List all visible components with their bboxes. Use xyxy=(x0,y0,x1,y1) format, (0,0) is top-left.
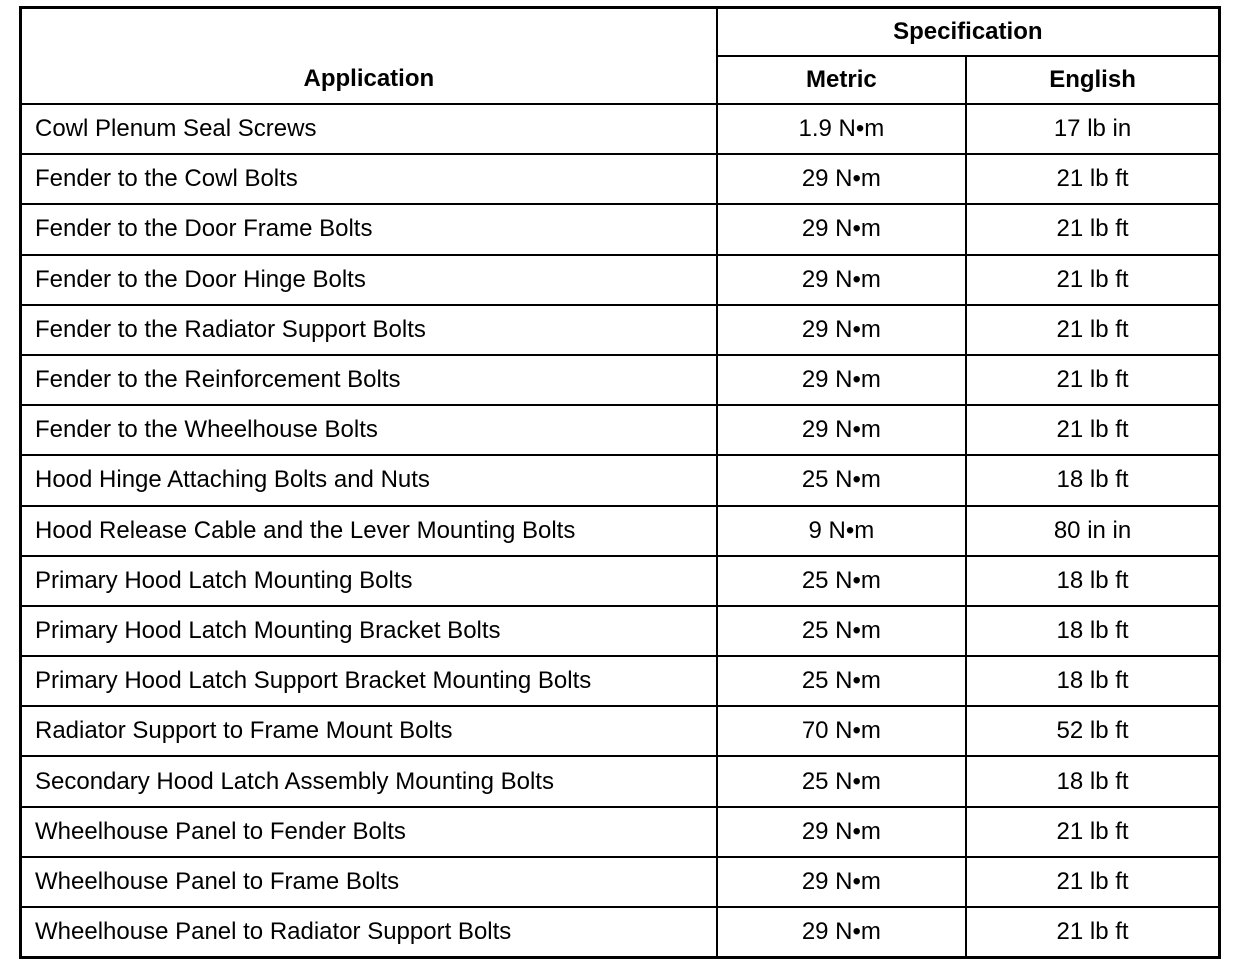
application-cell: Wheelhouse Panel to Frame Bolts xyxy=(19,855,718,909)
application-cell: Fender to the Radiator Support Bolts xyxy=(19,303,718,356)
table-row: Primary Hood Latch Mounting Bolts 25 N•m 1… xyxy=(19,554,1221,607)
table-row: Fender to the Radiator Support Bolts 29 N… xyxy=(19,303,1221,356)
english-cell: 18 lb ft xyxy=(965,655,1221,708)
table-row: Wheelhouse Panel to Frame Bolts 29 N•m 21 … xyxy=(19,855,1221,909)
english-cell: 17 lb in xyxy=(965,102,1221,156)
application-cell: Secondary Hood Latch Assembly Mounting B… xyxy=(19,755,718,808)
application-cell: Fender to the Reinforcement Bolts xyxy=(19,353,718,407)
application-cell: Primary Hood Latch Mounting Bolts xyxy=(19,554,718,607)
application-cell: Wheelhouse Panel to Fender Bolts xyxy=(19,805,718,858)
english-cell: 80 in in xyxy=(965,504,1221,557)
english-cell: 18 lb ft xyxy=(965,554,1221,607)
application-cell: Cowl Plenum Seal Screws xyxy=(19,102,718,156)
metric-cell: 29 N•m xyxy=(715,303,968,356)
english-cell: 18 lb ft xyxy=(965,755,1221,808)
application-cell: Wheelhouse Panel to Radiator Support Bol… xyxy=(19,906,718,959)
metric-cell: 29 N•m xyxy=(715,906,968,959)
table-row: Hood Release Cable and the Lever Mountin… xyxy=(19,504,1221,557)
english-cell: 21 lb ft xyxy=(965,805,1221,858)
table-row: Wheelhouse Panel to Radiator Support Bol… xyxy=(19,906,1221,959)
metric-cell: 29 N•m xyxy=(715,404,968,457)
english-cell: 18 lb ft xyxy=(965,604,1221,658)
english-cell: 21 lb ft xyxy=(965,303,1221,356)
table-row: Primary Hood Latch Mounting Bracket Bolt… xyxy=(19,604,1221,658)
application-cell: Fender to the Wheelhouse Bolts xyxy=(19,404,718,457)
english-cell: 21 lb ft xyxy=(965,404,1221,457)
english-cell: 52 lb ft xyxy=(965,705,1221,758)
english-cell: 21 lb ft xyxy=(965,855,1221,909)
metric-cell: 25 N•m xyxy=(715,554,968,607)
application-cell: Fender to the Door Hinge Bolts xyxy=(19,253,718,306)
header-english: English xyxy=(965,55,1221,105)
table-row: Fender to the Door Frame Bolts 29 N•m 21 l… xyxy=(19,203,1221,256)
metric-cell: 29 N•m xyxy=(715,805,968,858)
metric-cell: 25 N•m xyxy=(715,604,968,658)
table-row: Secondary Hood Latch Assembly Mounting B… xyxy=(19,755,1221,808)
metric-cell: 29 N•m xyxy=(715,353,968,407)
table-row: Fender to the Wheelhouse Bolts 29 N•m 21 l… xyxy=(19,404,1221,457)
application-cell: Primary Hood Latch Support Bracket Mount… xyxy=(19,655,718,708)
table-row: Cowl Plenum Seal Screws 1.9 N•m 17 lb in xyxy=(19,102,1221,156)
table-row: Radiator Support to Frame Mount Bolts 70 … xyxy=(19,705,1221,758)
metric-cell: 29 N•m xyxy=(715,203,968,256)
application-cell: Hood Release Cable and the Lever Mountin… xyxy=(19,504,718,557)
application-cell: Fender to the Cowl Bolts xyxy=(19,153,718,206)
metric-cell: 70 N•m xyxy=(715,705,968,758)
english-cell: 21 lb ft xyxy=(965,353,1221,407)
english-cell: 21 lb ft xyxy=(965,153,1221,206)
metric-cell: 9 N•m xyxy=(715,504,968,557)
metric-cell: 1.9 N•m xyxy=(715,102,968,156)
application-cell: Radiator Support to Frame Mount Bolts xyxy=(19,705,718,758)
table-row: Primary Hood Latch Support Bracket Mount… xyxy=(19,655,1221,708)
header-application: Application xyxy=(19,6,718,105)
english-cell: 18 lb ft xyxy=(965,454,1221,507)
metric-cell: 25 N•m xyxy=(715,655,968,708)
application-cell: Hood Hinge Attaching Bolts and Nuts xyxy=(19,454,718,507)
table-row: Fender to the Door Hinge Bolts 29 N•m 21 l… xyxy=(19,253,1221,306)
application-cell: Fender to the Door Frame Bolts xyxy=(19,203,718,256)
table-row: Hood Hinge Attaching Bolts and Nuts 25 N•… xyxy=(19,454,1221,507)
application-cell: Primary Hood Latch Mounting Bracket Bolt… xyxy=(19,604,718,658)
english-cell: 21 lb ft xyxy=(965,203,1221,256)
metric-cell: 29 N•m xyxy=(715,153,968,206)
torque-spec-table: Application Specification Metric English… xyxy=(19,6,1221,960)
metric-cell: 29 N•m xyxy=(715,855,968,909)
metric-cell: 25 N•m xyxy=(715,454,968,507)
table-row: Fender to the Reinforcement Bolts 29 N•m 2… xyxy=(19,353,1221,407)
table-row: Wheelhouse Panel to Fender Bolts 29 N•m 21… xyxy=(19,805,1221,858)
header-metric: Metric xyxy=(715,55,968,105)
english-cell: 21 lb ft xyxy=(965,906,1221,959)
english-cell: 21 lb ft xyxy=(965,253,1221,306)
metric-cell: 29 N•m xyxy=(715,253,968,306)
table-row: Fender to the Cowl Bolts 29 N•m 21 lb ft xyxy=(19,153,1221,206)
metric-cell: 25 N•m xyxy=(715,755,968,808)
header-specification: Specification xyxy=(715,6,1221,57)
